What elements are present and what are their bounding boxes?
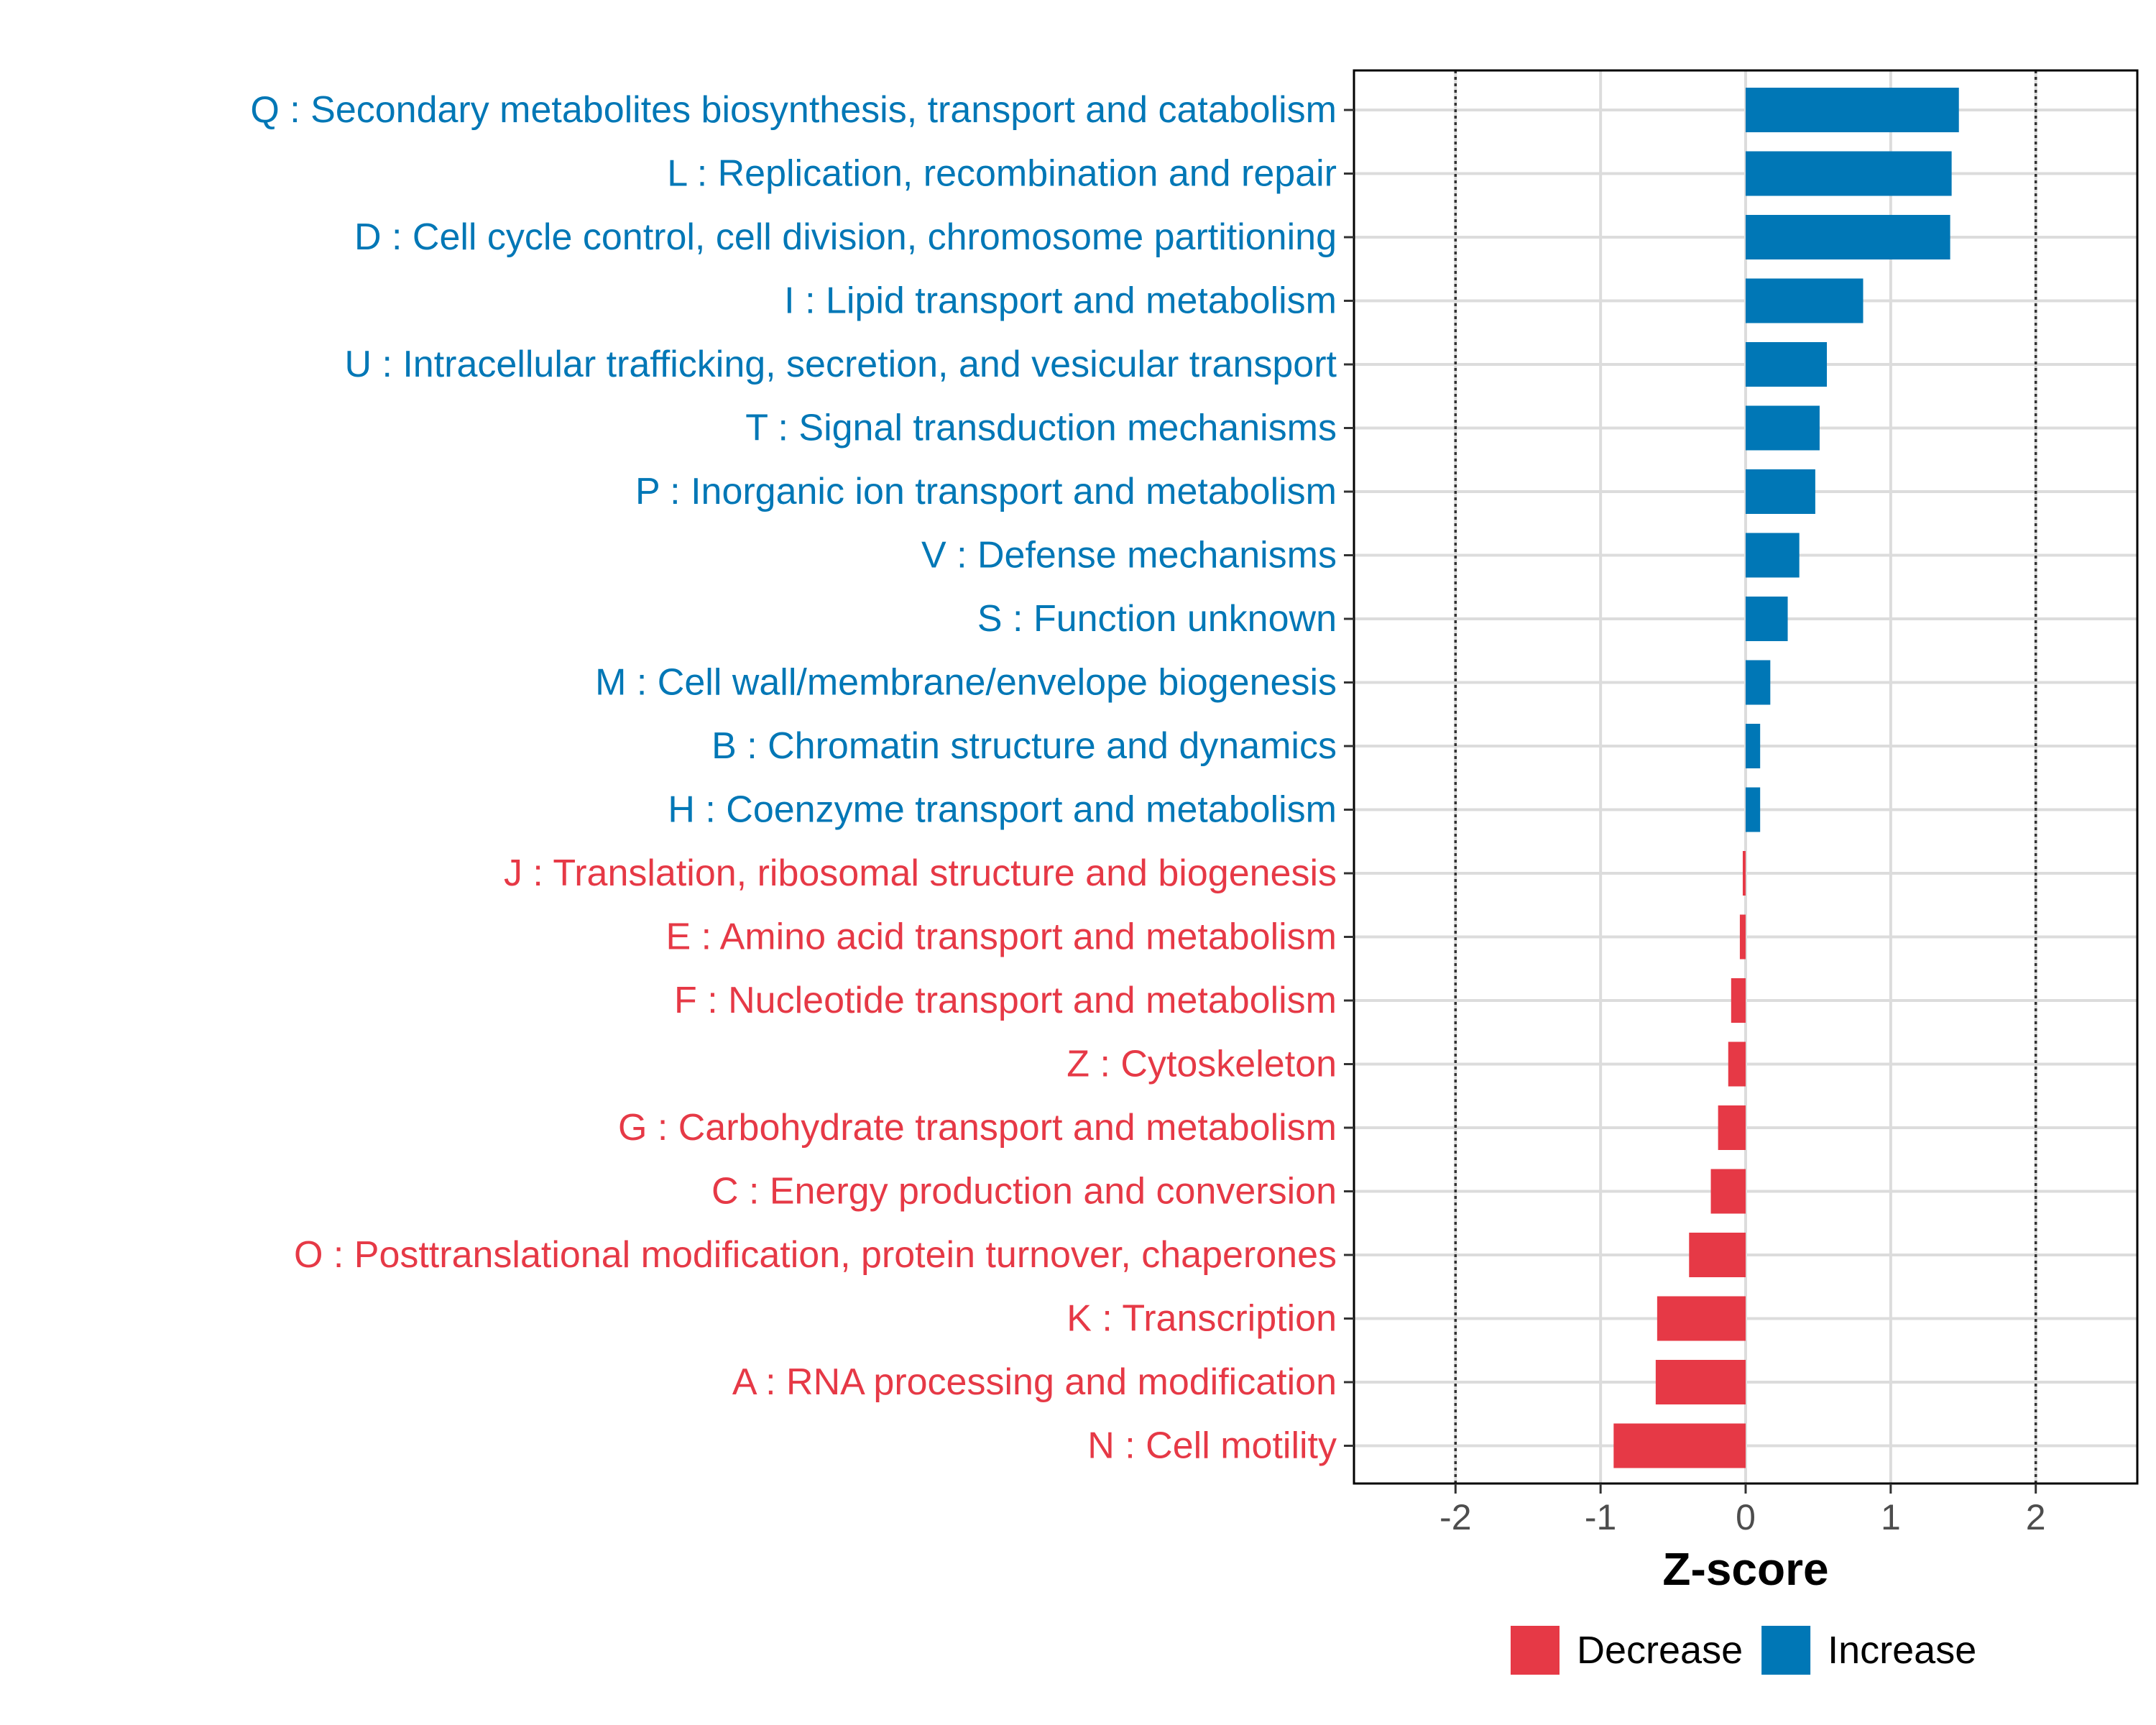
x-tick-label: 0 <box>1736 1497 1756 1537</box>
x-axis-title: Z-score <box>1662 1543 1828 1595</box>
bar <box>1613 1423 1746 1468</box>
bar <box>1746 469 1815 514</box>
legend-label-decrease: Decrease <box>1577 1629 1743 1672</box>
x-tick-label: 2 <box>2026 1497 2046 1537</box>
category-label: K : Transcription <box>1067 1298 1337 1340</box>
bar <box>1746 215 1950 259</box>
x-tick-labels: -2 -1 0 1 2 <box>1439 1497 2046 1537</box>
bar <box>1739 914 1746 960</box>
category-label: U : Intracellular trafficking, secretion… <box>344 344 1337 385</box>
category-label: A : RNA processing and modification <box>732 1361 1337 1403</box>
bar <box>1731 978 1746 1023</box>
x-tick-label: -2 <box>1439 1497 1471 1537</box>
bar <box>1728 1041 1746 1087</box>
bar <box>1746 660 1771 705</box>
reference-lines <box>1454 70 2037 1484</box>
category-label: V : Defense mechanisms <box>921 535 1337 576</box>
bar <box>1742 851 1746 896</box>
category-label: D : Cell cycle control, cell division, c… <box>354 216 1337 258</box>
category-label: J : Translation, ribosomal structure and… <box>504 852 1337 894</box>
category-label: T : Signal transduction mechanisms <box>745 408 1337 449</box>
category-label: L : Replication, recombination and repai… <box>667 153 1337 195</box>
bar <box>1746 278 1864 323</box>
category-label: P : Inorganic ion transport and metaboli… <box>635 471 1337 512</box>
x-tick-label: -1 <box>1585 1497 1616 1537</box>
bar <box>1710 1169 1746 1214</box>
category-label: Q : Secondary metabolites biosynthesis, … <box>250 89 1337 131</box>
category-label: I : Lipid transport and metabolism <box>784 280 1337 322</box>
category-label: H : Coenzyme transport and metabolism <box>668 789 1337 831</box>
bar <box>1657 1296 1746 1341</box>
bar <box>1746 151 1952 196</box>
bar <box>1655 1360 1746 1404</box>
category-labels: Q : Secondary metabolites biosynthesis, … <box>250 89 1337 1467</box>
category-label: G : Carbohydrate transport and metabolis… <box>618 1107 1337 1149</box>
bar <box>1746 597 1788 641</box>
category-label: F : Nucleotide transport and metabolism <box>674 980 1337 1021</box>
bar <box>1746 342 1828 387</box>
legend: Decrease Increase <box>1511 1626 1976 1675</box>
category-label: M : Cell wall/membrane/envelope biogenes… <box>595 662 1337 704</box>
bar <box>1746 405 1820 451</box>
bars <box>1613 88 1959 1468</box>
category-label: C : Energy production and conversion <box>711 1171 1337 1213</box>
category-label: N : Cell motility <box>1087 1425 1337 1467</box>
bar <box>1746 88 1959 132</box>
axis-ticks <box>1344 109 2037 1494</box>
category-label: E : Amino acid transport and metabolism <box>665 916 1337 958</box>
bar <box>1689 1233 1746 1277</box>
category-label: B : Chromatin structure and dynamics <box>711 725 1337 767</box>
category-label: O : Posttranslational modification, prot… <box>294 1234 1337 1276</box>
x-tick-label: 1 <box>1881 1497 1901 1537</box>
category-label: Z : Cytoskeleton <box>1067 1044 1337 1085</box>
bar <box>1718 1105 1746 1150</box>
legend-swatch-increase <box>1761 1626 1811 1675</box>
legend-label-increase: Increase <box>1828 1629 1976 1672</box>
legend-swatch-decrease <box>1511 1626 1560 1675</box>
bar <box>1746 787 1761 832</box>
category-label: S : Function unknown <box>977 598 1337 640</box>
bar <box>1746 724 1761 768</box>
bar <box>1746 533 1800 578</box>
